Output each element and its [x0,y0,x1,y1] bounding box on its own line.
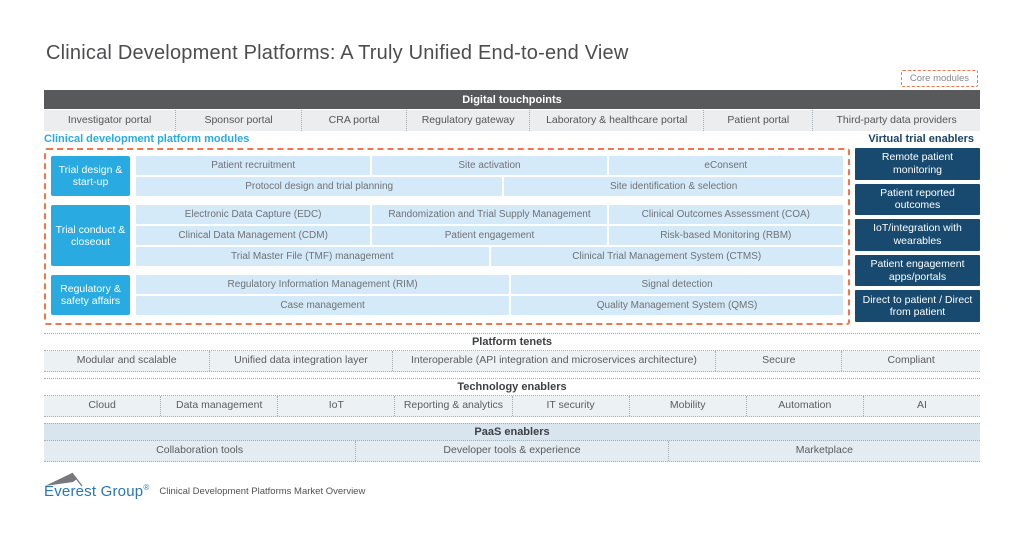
section-row: Modular and scalable Unified data integra… [44,351,980,372]
portal-cell: CRA portal [300,110,406,131]
module-cell: Trial Master File (TMF) management [136,247,489,266]
module-group-rows: Patient recruitment Site activation eConse… [136,156,843,196]
section-cell: Compliant [841,351,980,371]
module-cell: Patient recruitment [136,156,371,175]
footer: Everest Group® Clinical Development Plat… [44,466,980,500]
module-group-label: Trial design & start-up [51,156,130,196]
section-row: Cloud Data management IoT Reporting & analy… [44,396,980,417]
page-title: Clinical Development Platforms: A Truly … [46,42,629,64]
section-cell: AI [862,396,980,416]
module-cell: Clinical Data Management (CDM) [136,226,371,245]
section-cell: Modular and scalable [76,354,177,367]
section-header: Platform tenets [44,333,980,351]
module-row: Patient recruitment Site activation eConse… [136,156,843,175]
module-row: Trial Master File (TMF) management Clinic… [136,247,843,266]
module-group-label: Trial conduct & closeout [51,205,130,266]
virtual-trial-enabler-item: Patient reported outcomes [855,183,980,216]
section-cell: Mobility [628,396,746,416]
section-cell: Automation [745,396,863,416]
portal-cell: Investigator portal [67,113,152,126]
portal-cell: Sponsor portal [175,110,301,131]
module-cell: Site activation [372,156,607,175]
portal-cell: Regulatory gateway [406,110,529,131]
module-cell: Randomization and Trial Supply Managemen… [372,205,607,224]
section-cell: Unified data integration layer [209,351,391,371]
virtual-trial-enabler-item: Direct to patient / Direct from patient [855,290,980,322]
enabler-section: Technology enablers Cloud Data management I… [44,378,980,417]
module-group: Trial conduct & closeout Electronic Data … [51,205,843,266]
module-cell: Patient engagement [372,226,607,245]
module-row: Electronic Data Capture (EDC) Randomizati… [136,205,843,224]
core-modules-frame: Trial design & start-up Patient recruitme… [44,148,850,325]
module-group: Trial design & start-up Patient recruitme… [51,156,843,196]
section-header: Technology enablers [44,378,980,396]
section-cell: Developer tools & experience [355,441,667,461]
module-row: Protocol design and trial planning Site i… [136,177,843,196]
portal-cell: Laboratory & healthcare portal [529,110,703,131]
enabler-section: Platform tenets Modular and scalable Unifi… [44,333,980,372]
core-modules-badge: Core modules [900,70,978,87]
virtual-trial-enablers-column: Remote patient monitoring Patient reporte… [855,148,980,322]
module-cell: Regulatory Information Management (RIM) [136,275,510,294]
module-row: Clinical Data Management (CDM) Patient en… [136,226,843,245]
portal-cell: Patient portal [703,110,812,131]
everest-group-logo: Everest Group® [44,471,149,500]
section-cell: IoT [277,396,394,416]
module-cell: Clinical Outcomes Assessment (COA) [608,205,843,224]
registered-mark: ® [143,483,150,492]
virtual-trial-enabler-item: Patient engagement apps/portals [855,254,980,287]
section-cell: Secure [715,351,841,371]
mountain-icon [45,472,83,487]
virtual-trial-enabler-item: Remote patient monitoring [855,148,980,180]
section-row: Collaboration tools Developer tools & exp… [44,441,980,462]
module-cell: Case management [136,296,510,315]
module-cell: Clinical Trial Management System (CTMS) [490,247,843,266]
digital-touchpoints-header: Digital touchpoints [44,90,980,109]
module-row: Regulatory Information Management (RIM) S… [136,275,843,294]
module-cell: Site identification & selection [504,177,843,196]
module-cell: Signal detection [511,275,843,294]
section-cell: Collaboration tools [156,444,244,457]
section-cell: Interoperable (API integration and micro… [391,351,715,371]
portal-row: Investigator portal Sponsor portal CRA por… [44,110,980,131]
section-cell: Data management [160,396,277,416]
virtual-trial-enablers-label: Virtual trial enablers [868,133,974,145]
enabler-sections: Platform tenets Modular and scalable Unifi… [44,333,980,468]
everest-group-wordmark: Everest Group® [44,483,150,500]
module-group-rows: Electronic Data Capture (EDC) Randomizati… [136,205,843,266]
platform-modules-label: Clinical development platform modules [44,133,250,145]
module-group-label: Regulatory & safety affairs [51,275,130,315]
section-cell: IT security [511,396,629,416]
module-cell: Risk-based Monitoring (RBM) [608,226,843,245]
module-cell: Electronic Data Capture (EDC) [136,205,371,224]
section-cell: Marketplace [667,441,980,461]
module-cell: eConsent [608,156,843,175]
section-cell: Cloud [88,399,116,412]
virtual-trial-enabler-item: IoT/integration with wearables [855,219,980,251]
module-row: Case management Quality Management System… [136,296,843,315]
section-cell: Reporting & analytics [394,396,511,416]
portal-cell: Third-party data providers [812,110,980,131]
footer-caption: Clinical Development Platforms Market Ov… [159,486,366,497]
module-group-rows: Regulatory Information Management (RIM) S… [136,275,843,315]
module-cell: Protocol design and trial planning [136,177,503,196]
section-header: PaaS enablers [44,423,980,441]
enabler-section: PaaS enablers Collaboration tools Develope… [44,423,980,462]
module-group: Regulatory & safety affairs Regulatory In… [51,275,843,315]
module-cell: Quality Management System (QMS) [511,296,843,315]
